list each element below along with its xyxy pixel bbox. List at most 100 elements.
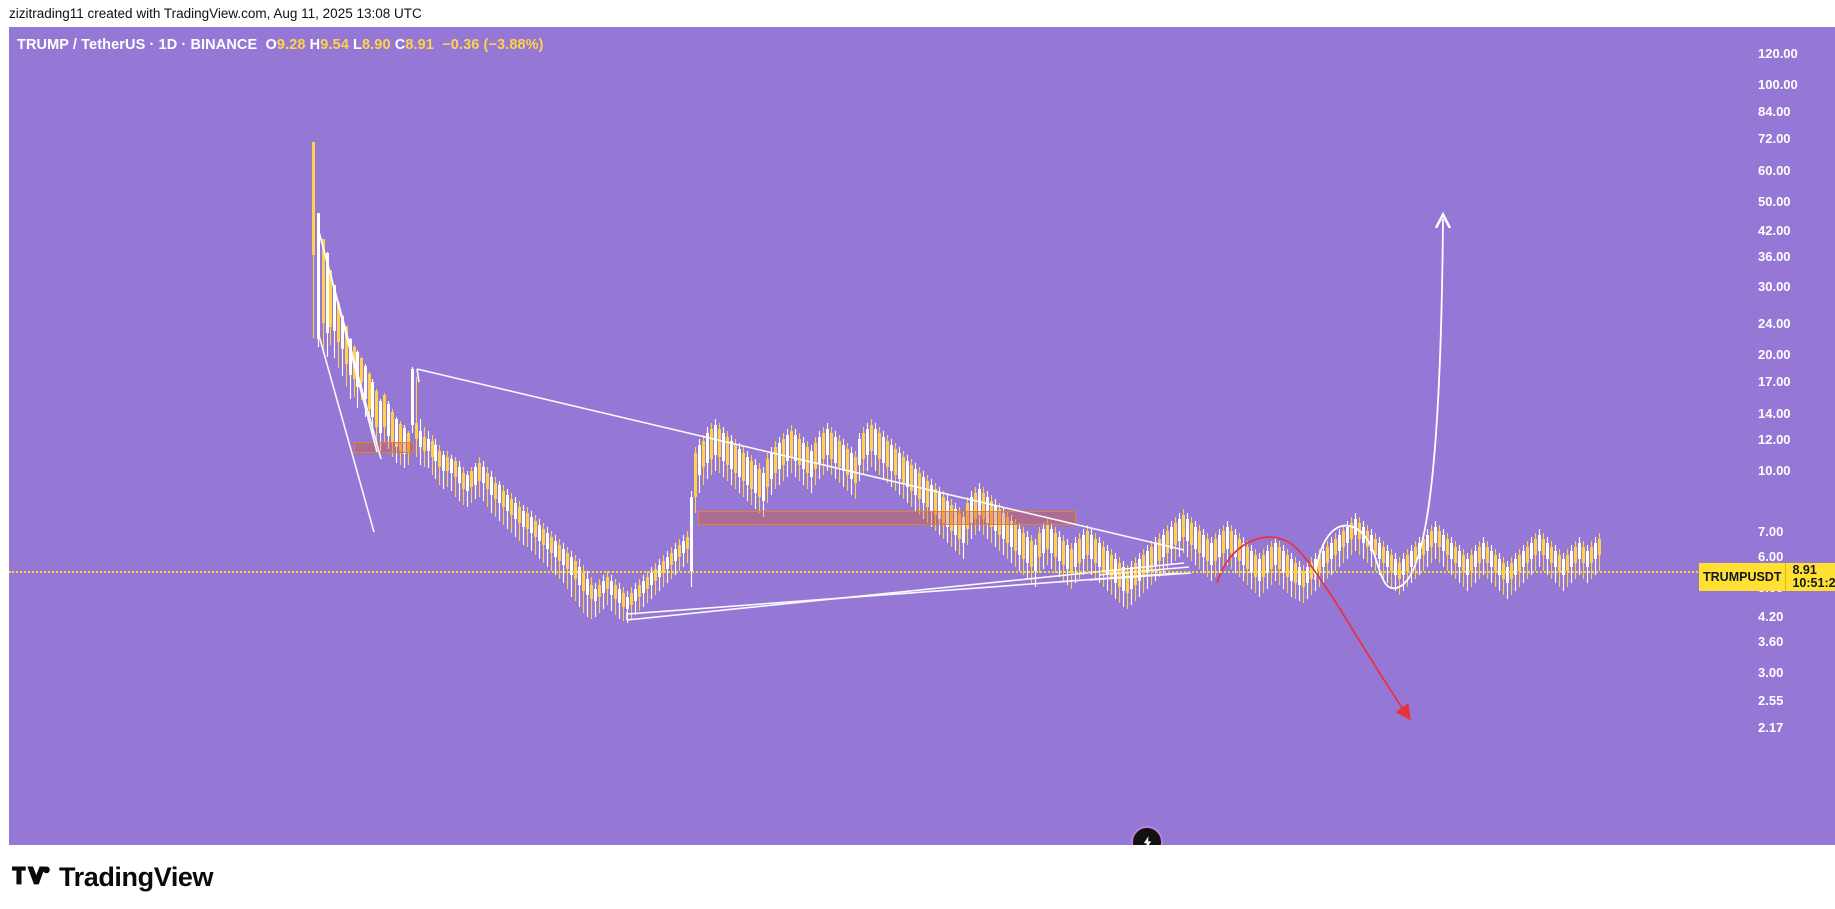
candle-body <box>570 557 573 575</box>
candle-body <box>1386 551 1389 567</box>
price-tick-label: 2.17 <box>1758 720 1784 735</box>
candle-body <box>594 589 597 601</box>
candle-body <box>910 465 913 491</box>
candle-body <box>822 433 825 459</box>
current-price-badge[interactable]: TRUMPUSDT 8.91 10:51:22 <box>1699 563 1835 591</box>
candle-body <box>1190 523 1193 545</box>
candle-body <box>1066 545 1069 569</box>
candle-body <box>1490 551 1493 567</box>
candle-body <box>502 491 505 507</box>
candle-body <box>1278 547 1281 569</box>
candle-body <box>333 285 336 331</box>
candle-body <box>542 529 545 545</box>
supply-zone-upper[interactable] <box>354 442 414 453</box>
candle-body <box>1378 543 1381 559</box>
legend-symbol[interactable]: TRUMP / TetherUS <box>17 37 146 53</box>
bearish-projection-arrow <box>1216 536 1407 715</box>
candle-body <box>1486 547 1489 563</box>
legend-high-label: H <box>309 37 321 53</box>
candle-body <box>646 577 649 589</box>
candle-body <box>337 303 340 342</box>
price-tick-label: 60.00 <box>1758 163 1791 178</box>
candle-body <box>407 433 410 453</box>
candle-body <box>395 419 398 447</box>
candle-body <box>702 441 705 467</box>
candle-body <box>1554 551 1557 567</box>
candle-body <box>1266 551 1269 573</box>
candle-body <box>1282 551 1285 573</box>
candle-body <box>906 461 909 487</box>
candle-body <box>554 541 557 557</box>
candle-body <box>1286 555 1289 577</box>
candle-body <box>1274 543 1277 565</box>
candle-body <box>1202 535 1205 557</box>
candle-body <box>586 579 589 595</box>
candle-body <box>474 467 477 485</box>
descending-channel <box>317 231 382 533</box>
candle-body <box>1178 519 1181 541</box>
price-tick-label: 7.00 <box>1758 524 1784 539</box>
candle-body <box>1126 571 1129 593</box>
legend-open-value: 9.28 <box>276 37 306 53</box>
price-badge-ticker: TRUMPUSDT <box>1699 563 1786 591</box>
candle-body <box>562 549 565 565</box>
candle-body <box>878 433 881 459</box>
legend-interval[interactable]: 1D <box>158 37 178 53</box>
candle-body <box>510 499 513 515</box>
candle-body <box>1306 567 1309 583</box>
candle-body <box>934 489 937 515</box>
candle-body <box>682 541 685 553</box>
candle-body <box>1002 513 1005 539</box>
legend-change: −0.36 (−3.88%) <box>442 37 544 53</box>
lightning-bolt-icon[interactable] <box>1131 826 1163 845</box>
current-price-line <box>9 571 1750 573</box>
candle-body <box>698 445 701 475</box>
candle-body <box>470 471 473 487</box>
legend-exchange[interactable]: BINANCE <box>190 37 258 53</box>
candle-body <box>1526 547 1529 563</box>
candle-body <box>368 374 371 409</box>
candle-body <box>1130 567 1133 589</box>
candle-body <box>1354 519 1357 535</box>
price-badge-price: 8.91 <box>1792 563 1817 577</box>
candle-body <box>694 453 697 497</box>
candle-body <box>982 493 985 519</box>
candle-body <box>746 457 749 485</box>
candle-body <box>634 589 637 601</box>
candle-body <box>1242 543 1245 565</box>
candle-body <box>1446 539 1449 555</box>
candle-body <box>438 451 441 467</box>
candle-body <box>1494 555 1497 571</box>
candle-body <box>1230 531 1233 553</box>
supply-zone-main[interactable] <box>698 511 1076 525</box>
chart-pane[interactable]: 120.00 100.00 84.00 72.00 60.00 50.00 42.00 36.… <box>9 27 1835 845</box>
candle-body <box>1518 555 1521 571</box>
candle-body <box>1218 535 1221 557</box>
candle-body <box>814 443 817 469</box>
candle-body <box>810 451 813 477</box>
price-scale[interactable]: 120.00 100.00 84.00 72.00 60.00 50.00 42.00 36.… <box>1750 27 1835 845</box>
candle-body <box>423 437 426 451</box>
chart-legend[interactable]: TRUMP / TetherUS · 1D · BINANCE O9.28 H9… <box>17 34 544 56</box>
candle-body <box>1150 547 1153 569</box>
candle-body <box>1466 559 1469 575</box>
candle-body <box>450 459 453 473</box>
candle-body <box>1394 559 1397 575</box>
legend-sep-1: · <box>145 37 159 53</box>
candle-body <box>1498 559 1501 575</box>
candle-body <box>1426 535 1429 551</box>
chart-plot-area[interactable] <box>9 27 1750 845</box>
candle-body <box>610 581 613 595</box>
candle-body <box>834 437 837 463</box>
candle-body <box>770 453 773 479</box>
candle-body <box>858 439 861 465</box>
candle-body <box>1434 527 1437 543</box>
candle-body <box>383 395 386 427</box>
candle-body <box>582 573 585 591</box>
candle-body <box>1314 559 1317 575</box>
candle-body <box>454 461 457 477</box>
price-tick-label: 100.00 <box>1758 77 1798 92</box>
candle-body <box>1194 527 1197 549</box>
candle-body <box>1262 555 1265 577</box>
